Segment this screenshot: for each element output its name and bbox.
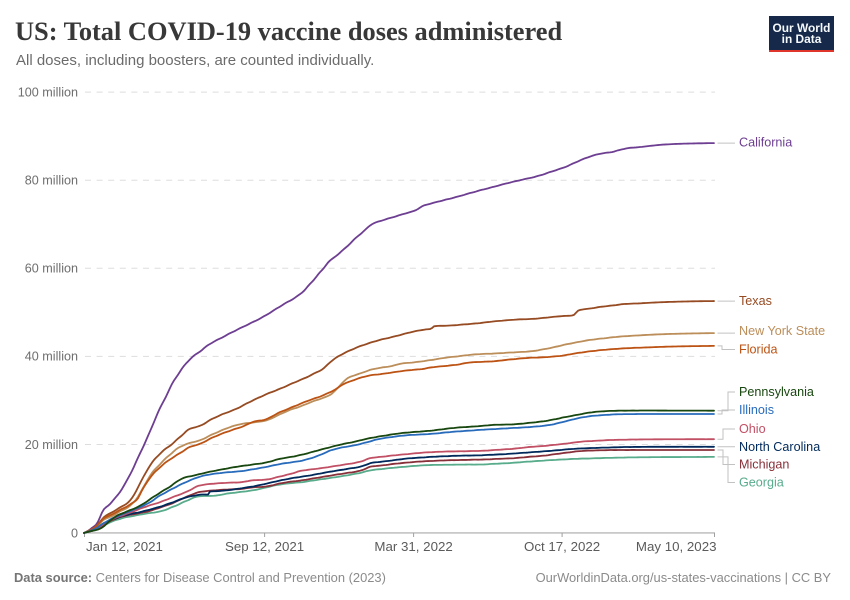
svg-text:Oct 17, 2022: Oct 17, 2022 bbox=[524, 539, 600, 554]
svg-text:New York State: New York State bbox=[739, 324, 825, 338]
svg-text:Texas: Texas bbox=[739, 294, 772, 308]
svg-text:80 million: 80 million bbox=[25, 174, 78, 188]
svg-text:0: 0 bbox=[71, 526, 78, 540]
svg-text:60 million: 60 million bbox=[25, 262, 78, 276]
svg-text:May 10, 2023: May 10, 2023 bbox=[636, 539, 717, 554]
svg-text:California: California bbox=[739, 136, 792, 150]
svg-text:40 million: 40 million bbox=[25, 350, 78, 364]
svg-text:Georgia: Georgia bbox=[739, 476, 784, 490]
svg-text:100 million: 100 million bbox=[18, 85, 78, 99]
svg-text:Florida: Florida bbox=[739, 343, 778, 357]
svg-text:20 million: 20 million bbox=[25, 438, 78, 452]
svg-text:North Carolina: North Carolina bbox=[739, 440, 820, 454]
svg-text:Pennsylvania: Pennsylvania bbox=[739, 385, 814, 399]
svg-text:Mar 31, 2022: Mar 31, 2022 bbox=[374, 539, 452, 554]
svg-text:Sep 12, 2021: Sep 12, 2021 bbox=[225, 539, 304, 554]
svg-text:Michigan: Michigan bbox=[739, 458, 789, 472]
svg-text:Jan 12, 2021: Jan 12, 2021 bbox=[86, 539, 163, 554]
svg-text:Ohio: Ohio bbox=[739, 422, 766, 436]
svg-text:Illinois: Illinois bbox=[739, 403, 774, 417]
